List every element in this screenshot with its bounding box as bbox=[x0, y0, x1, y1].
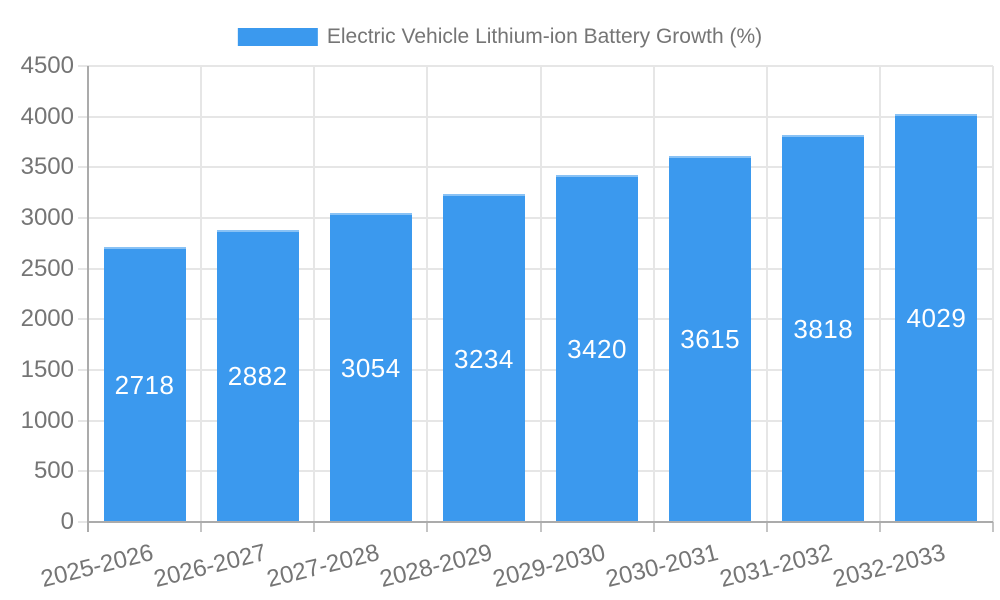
bar-value-label: 2718 bbox=[114, 369, 175, 400]
h-gridline bbox=[78, 267, 993, 270]
x-tick-mark bbox=[313, 522, 316, 532]
y-tick-label: 0 bbox=[60, 508, 74, 535]
x-tick-label: 2029-2030 bbox=[490, 539, 609, 593]
bar[interactable]: 2718 bbox=[103, 246, 186, 522]
h-gridline bbox=[78, 65, 993, 67]
legend-item[interactable]: Electric Vehicle Lithium-ion Battery Gro… bbox=[237, 25, 763, 49]
y-tick-label: 1500 bbox=[20, 356, 74, 383]
h-gridline bbox=[78, 166, 993, 169]
bar-value-label: 2882 bbox=[227, 361, 288, 392]
x-tick-mark bbox=[539, 522, 542, 532]
y-tick-label: 4000 bbox=[20, 102, 74, 130]
v-gridline bbox=[539, 66, 542, 532]
y-tick-label: 1000 bbox=[20, 406, 74, 434]
h-gridline bbox=[78, 115, 993, 118]
x-tick-mark bbox=[765, 522, 768, 532]
bar-value-label: 3234 bbox=[454, 343, 514, 374]
bar[interactable]: 3615 bbox=[669, 155, 752, 522]
legend-swatch bbox=[237, 28, 318, 46]
x-tick-label: 2028-2029 bbox=[377, 539, 496, 593]
bar[interactable]: 4029 bbox=[895, 113, 978, 522]
bar[interactable]: 3234 bbox=[442, 194, 525, 522]
v-gridline bbox=[313, 66, 316, 532]
x-tick-label: 2025-2026 bbox=[37, 539, 156, 593]
x-tick-label: 2026-2027 bbox=[151, 539, 269, 593]
x-tick-label: 2032-2033 bbox=[829, 539, 948, 593]
y-tick-label: 3500 bbox=[20, 153, 74, 181]
y-tick-label: 2000 bbox=[20, 305, 74, 333]
v-gridline bbox=[652, 66, 655, 532]
x-tick-label: 2030-2031 bbox=[603, 539, 722, 593]
h-gridline bbox=[78, 470, 993, 473]
h-gridline bbox=[78, 217, 993, 219]
h-gridline bbox=[78, 318, 993, 321]
x-tick-mark bbox=[878, 522, 881, 532]
x-tick-mark bbox=[652, 522, 655, 532]
v-gridline bbox=[992, 66, 994, 532]
bar[interactable]: 3054 bbox=[329, 212, 412, 522]
x-axis-line bbox=[88, 521, 993, 523]
bar-value-label: 3054 bbox=[340, 352, 401, 383]
v-gridline bbox=[426, 66, 429, 532]
x-tick-mark bbox=[200, 522, 203, 532]
y-tick-label: 3000 bbox=[20, 204, 74, 231]
bar[interactable]: 3818 bbox=[782, 135, 865, 522]
bar-value-label: 4029 bbox=[906, 303, 967, 334]
y-tick-label: 500 bbox=[33, 457, 74, 485]
legend-label: Electric Vehicle Lithium-ion Battery Gro… bbox=[326, 25, 763, 48]
v-gridline bbox=[878, 66, 881, 532]
h-gridline bbox=[78, 419, 993, 422]
bar[interactable]: 2882 bbox=[216, 229, 299, 522]
bar-value-label: 3420 bbox=[567, 334, 627, 365]
x-tick-label: 2027-2028 bbox=[264, 539, 383, 593]
x-tick-mark bbox=[426, 522, 429, 532]
y-tick-label: 4500 bbox=[20, 52, 74, 79]
y-tick-label: 2500 bbox=[20, 254, 74, 282]
v-gridline bbox=[765, 66, 768, 532]
v-gridline bbox=[200, 66, 203, 532]
bar[interactable]: 3420 bbox=[556, 175, 639, 522]
bar-value-label: 3818 bbox=[793, 314, 854, 345]
y-axis-line bbox=[87, 66, 89, 532]
bar-value-label: 3615 bbox=[680, 324, 741, 355]
h-gridline bbox=[78, 369, 993, 371]
x-tick-label: 2031-2032 bbox=[716, 539, 835, 593]
x-tick-mark bbox=[992, 522, 994, 532]
